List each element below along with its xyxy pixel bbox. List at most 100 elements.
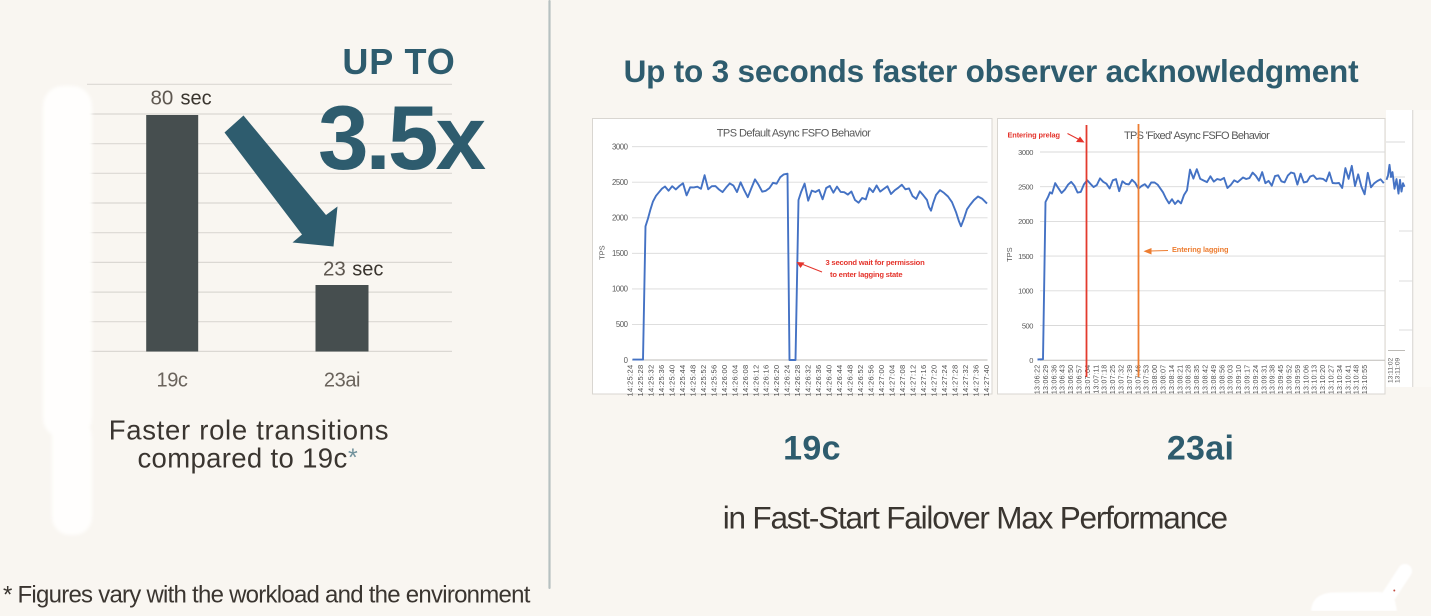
svg-text:13:10:13: 13:10:13 — [1312, 365, 1319, 395]
svg-text:13:09:10: 13:09:10 — [1236, 365, 1243, 395]
svg-text:TPS Default Async FSFO Behavio: TPS Default Async FSFO Behavior — [717, 128, 871, 140]
svg-text:0: 0 — [1029, 356, 1033, 365]
svg-text:19c: 19c — [156, 369, 187, 391]
svg-text:13:09:17: 13:09:17 — [1245, 365, 1252, 395]
svg-text:14:25:36: 14:25:36 — [657, 365, 666, 397]
svg-text:13:08:35: 13:08:35 — [1194, 365, 1201, 395]
svg-text:13:07:39: 13:07:39 — [1127, 365, 1134, 395]
svg-text:14:26:36: 14:26:36 — [814, 365, 823, 397]
svg-text:14:26:04: 14:26:04 — [730, 365, 739, 397]
svg-text:13:09:45: 13:09:45 — [1278, 365, 1285, 395]
svg-text:13:09:52: 13:09:52 — [1287, 365, 1294, 395]
svg-text:to enter lagging state: to enter lagging state — [830, 270, 902, 279]
svg-text:14:26:24: 14:26:24 — [783, 365, 792, 397]
svg-text:13:11:02: 13:11:02 — [1387, 357, 1394, 383]
svg-text:13:10:41: 13:10:41 — [1345, 365, 1352, 395]
svg-text:13:10:55: 13:10:55 — [1362, 365, 1369, 395]
svg-text:13:07:11: 13:07:11 — [1093, 365, 1100, 394]
svg-text:in Fast-Start Failover Max Per: in Fast-Start Failover Max Performance — [723, 499, 1228, 535]
svg-text:14:25:24: 14:25:24 — [626, 365, 635, 397]
svg-text:13:09:59: 13:09:59 — [1295, 365, 1302, 395]
svg-text:80: 80 — [151, 86, 174, 109]
svg-text:14:26:16: 14:26:16 — [762, 365, 771, 397]
svg-text:13:08:00: 13:08:00 — [1152, 365, 1159, 395]
svg-text:14:25:56: 14:25:56 — [709, 365, 718, 397]
svg-text:13:09:31: 13:09:31 — [1261, 365, 1268, 395]
svg-text:23ai: 23ai — [324, 369, 360, 391]
svg-text:1500: 1500 — [612, 249, 629, 258]
svg-text:14:26:00: 14:26:00 — [720, 365, 729, 397]
svg-text:13:06:29: 13:06:29 — [1043, 365, 1050, 395]
svg-text:14:27:00: 14:27:00 — [877, 365, 886, 397]
svg-text:14:25:48: 14:25:48 — [688, 365, 697, 397]
svg-text:Entering lagging: Entering lagging — [1172, 245, 1229, 254]
svg-text:13:10:06: 13:10:06 — [1303, 365, 1310, 395]
svg-text:13:07:53: 13:07:53 — [1144, 365, 1151, 395]
svg-text:14:27:32: 14:27:32 — [961, 365, 970, 397]
svg-text:13:07:25: 13:07:25 — [1110, 365, 1117, 395]
svg-text:13:09:03: 13:09:03 — [1228, 365, 1235, 395]
svg-text:2500: 2500 — [1018, 183, 1033, 192]
svg-text:500: 500 — [616, 320, 629, 329]
svg-text:13:06:43: 13:06:43 — [1060, 365, 1067, 395]
svg-text:Up to 3 seconds faster observe: Up to 3 seconds faster observer acknowle… — [624, 53, 1359, 89]
svg-text:23ai: 23ai — [1167, 430, 1234, 468]
svg-text:14:26:28: 14:26:28 — [793, 365, 802, 397]
svg-text:TPS: TPS — [1005, 247, 1014, 262]
svg-text:13:08:28: 13:08:28 — [1186, 365, 1193, 395]
svg-text:sec: sec — [181, 87, 212, 109]
svg-text:14:26:48: 14:26:48 — [846, 365, 855, 397]
svg-text:Faster role transitions: Faster role transitions — [109, 414, 390, 445]
svg-text:13:08:07: 13:08:07 — [1161, 365, 1168, 395]
svg-text:13:06:57: 13:06:57 — [1077, 365, 1084, 395]
svg-text:14:26:32: 14:26:32 — [804, 365, 813, 397]
svg-text:14:25:52: 14:25:52 — [699, 365, 708, 397]
svg-text:3000: 3000 — [612, 143, 629, 152]
svg-text:3000: 3000 — [1018, 148, 1033, 157]
svg-text:sec: sec — [352, 259, 383, 281]
svg-text:14:25:32: 14:25:32 — [647, 365, 656, 397]
svg-text:13:11:09: 13:11:09 — [1395, 357, 1402, 383]
svg-text:UP TO: UP TO — [342, 41, 455, 82]
svg-text:14:27:40: 14:27:40 — [982, 365, 991, 397]
svg-text:13:10:20: 13:10:20 — [1320, 365, 1327, 395]
svg-text:* Figures vary with the worklo: * Figures vary with the workload and the… — [3, 582, 531, 609]
svg-text:14:26:12: 14:26:12 — [751, 365, 760, 397]
svg-text:13:08:49: 13:08:49 — [1211, 365, 1218, 395]
svg-text:14:26:56: 14:26:56 — [867, 365, 876, 397]
svg-text:13:09:38: 13:09:38 — [1270, 365, 1277, 395]
svg-text:compared to 19c: compared to 19c — [137, 443, 347, 474]
svg-text:13:07:18: 13:07:18 — [1102, 365, 1109, 395]
svg-text:14:27:16: 14:27:16 — [919, 365, 928, 397]
svg-text:1500: 1500 — [1018, 252, 1033, 261]
svg-text:*: * — [348, 444, 358, 472]
svg-text:13:08:42: 13:08:42 — [1203, 365, 1210, 395]
svg-text:13:06:36: 13:06:36 — [1051, 365, 1058, 395]
svg-text:14:27:20: 14:27:20 — [929, 365, 938, 397]
svg-text:13:10:48: 13:10:48 — [1354, 365, 1361, 395]
svg-text:23: 23 — [323, 258, 346, 281]
svg-text:Entering prelag: Entering prelag — [1008, 130, 1061, 139]
svg-text:2000: 2000 — [1018, 217, 1033, 226]
svg-text:14:25:40: 14:25:40 — [667, 365, 676, 397]
svg-text:500: 500 — [1022, 321, 1033, 330]
svg-text:3 second wait for permission: 3 second wait for permission — [826, 258, 926, 267]
svg-text:14:25:44: 14:25:44 — [678, 365, 687, 397]
svg-text:3.5x: 3.5x — [318, 88, 486, 189]
svg-text:13:08:14: 13:08:14 — [1169, 365, 1176, 395]
svg-text:1000: 1000 — [1018, 287, 1033, 296]
svg-text:14:27:04: 14:27:04 — [888, 365, 897, 397]
svg-text:14:26:52: 14:26:52 — [856, 365, 865, 397]
svg-text:TPS: TPS — [598, 245, 607, 260]
svg-text:14:26:20: 14:26:20 — [772, 365, 781, 397]
svg-text:13:09:24: 13:09:24 — [1253, 365, 1260, 395]
svg-text:14:26:40: 14:26:40 — [825, 365, 834, 397]
svg-text:19c: 19c — [783, 430, 841, 468]
svg-text:13:10:34: 13:10:34 — [1337, 365, 1344, 395]
svg-text:13:10:27: 13:10:27 — [1329, 365, 1336, 395]
svg-text:13:08:21: 13:08:21 — [1177, 365, 1184, 395]
svg-text:2500: 2500 — [612, 178, 629, 187]
svg-text:14:27:24: 14:27:24 — [940, 365, 949, 397]
svg-text:1000: 1000 — [612, 285, 629, 294]
svg-text:13:08:56: 13:08:56 — [1219, 365, 1226, 395]
